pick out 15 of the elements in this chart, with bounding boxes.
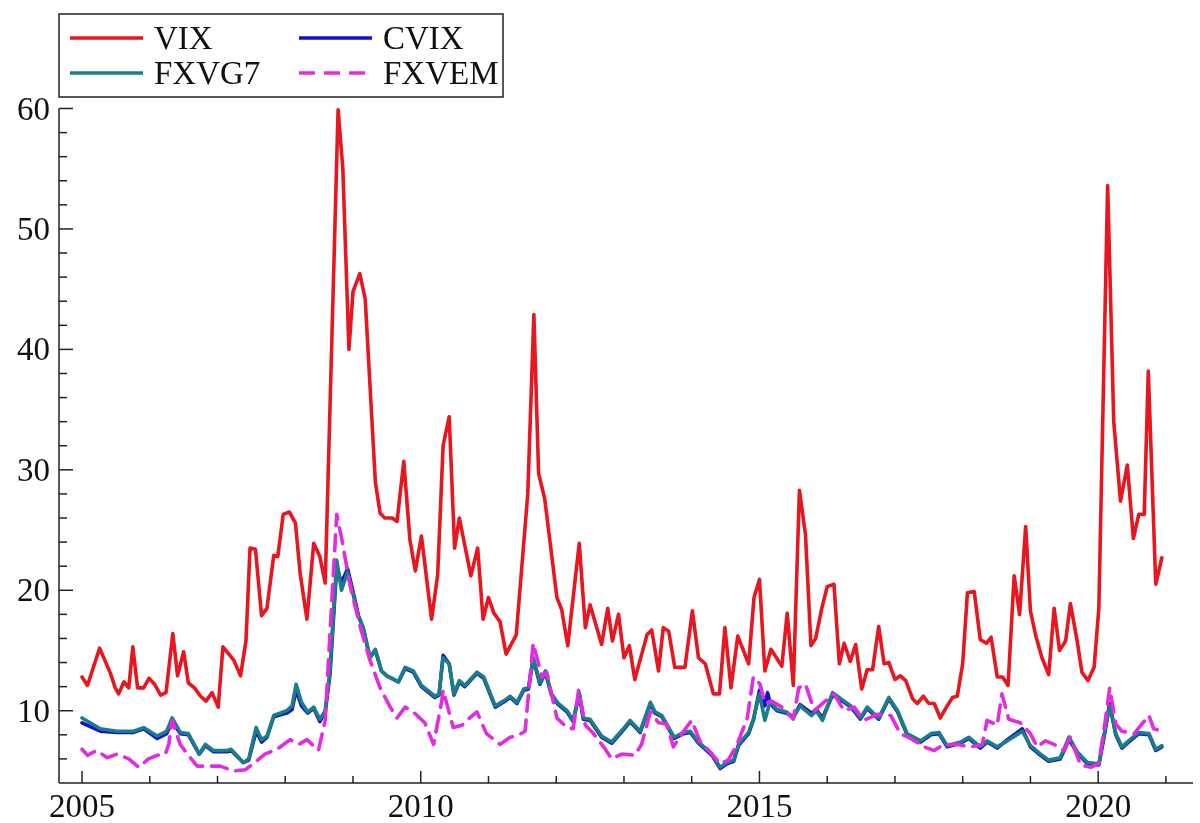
y-tick-label: 60 <box>17 90 50 127</box>
y-tick-label: 50 <box>17 210 50 247</box>
x-tick-label: 2020 <box>1065 788 1132 823</box>
x-tick-label: 2005 <box>49 788 116 823</box>
line-series <box>80 107 1164 720</box>
y-tick-label: 40 <box>17 331 50 368</box>
legend-label: FXVG7 <box>154 55 261 91</box>
x-tick-label: 2015 <box>726 788 793 823</box>
legend-label: VIX <box>154 20 213 56</box>
y-tick-label: 30 <box>17 451 50 488</box>
legend-label: FXVEM <box>383 55 499 91</box>
y-tick-label: 20 <box>17 572 50 609</box>
y-tick-label: 10 <box>17 692 50 729</box>
x-tick-label: 2010 <box>387 788 454 823</box>
legend-label: CVIX <box>383 20 464 56</box>
